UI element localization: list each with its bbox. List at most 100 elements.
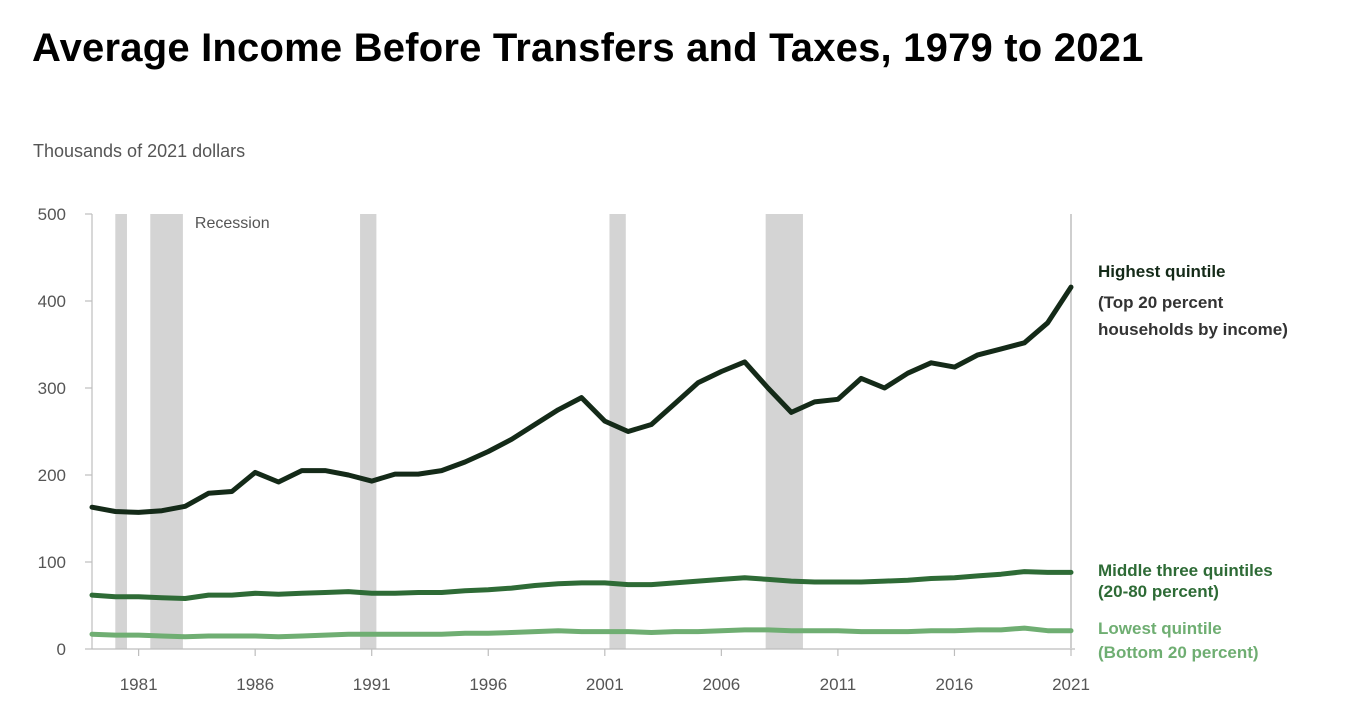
- lowest-quintile-point-2016: [952, 628, 957, 633]
- lowest-quintile-point-1987: [276, 634, 281, 639]
- middle-three-quintiles-label-line-2: (20-80 percent): [1098, 582, 1219, 601]
- lowest-quintile-point-2011: [835, 628, 840, 633]
- recession-band-2: [150, 214, 183, 649]
- middle-three-quintiles-point-2005: [696, 579, 701, 584]
- lowest-quintile-point-2017: [975, 627, 980, 632]
- lowest-quintile-point-1998: [532, 629, 537, 634]
- chart-title: Average Income Before Transfers and Taxe…: [32, 26, 1144, 70]
- series-lines: [89, 284, 1074, 640]
- middle-three-quintiles-point-2007: [742, 575, 747, 580]
- lowest-quintile-point-2020: [1045, 628, 1050, 633]
- middle-three-quintiles-point-1996: [486, 587, 491, 592]
- middle-three-quintiles-point-2003: [649, 582, 654, 587]
- middle-three-quintiles-point-2011: [835, 580, 840, 585]
- highest-quintile-point-2008: [765, 386, 770, 390]
- lowest-quintile-point-1993: [416, 632, 421, 637]
- lowest-quintile-point-2007: [742, 627, 747, 632]
- highest-quintile-label-line-1: Highest quintile: [1098, 262, 1226, 281]
- middle-three-quintiles-point-1991: [369, 591, 374, 596]
- middle-three-quintiles-point-1984: [206, 593, 211, 598]
- middle-three-quintiles-point-2001: [602, 580, 607, 585]
- middle-three-quintiles-point-2006: [719, 577, 724, 582]
- highest-quintile-point-1990: [346, 473, 351, 477]
- highest-quintile-point-2002: [626, 429, 631, 434]
- lowest-quintile-label-line-1: Lowest quintile: [1098, 619, 1222, 638]
- middle-three-quintiles-point-1992: [393, 591, 398, 596]
- highest-quintile-point-2011: [835, 397, 840, 402]
- y-tick-label-400: 400: [38, 292, 66, 311]
- lowest-quintile-point-1996: [486, 631, 491, 636]
- middle-three-quintiles-point-2021: [1069, 570, 1073, 575]
- middle-three-quintiles-point-2000: [579, 580, 584, 585]
- highest-quintile-point-2005: [696, 380, 701, 385]
- highest-quintile-point-2021: [1069, 285, 1073, 290]
- recession-band-5: [765, 214, 803, 649]
- middle-three-quintiles-point-1998: [532, 583, 537, 588]
- lowest-quintile-label-line-2: (Bottom 20 percent): [1098, 643, 1259, 662]
- highest-quintile-point-2014: [905, 371, 910, 376]
- highest-quintile-point-1982: [159, 508, 164, 513]
- middle-three-quintiles-label-line-1: Middle three quintiles: [1098, 561, 1273, 580]
- lowest-quintile-point-1985: [229, 633, 234, 638]
- y-tick-label-500: 500: [38, 205, 66, 224]
- lowest-quintile-point-2012: [859, 629, 864, 634]
- highest-quintile-point-2003: [649, 422, 654, 427]
- lowest-quintile-point-1991: [369, 632, 374, 637]
- highest-quintile-point-1981: [136, 510, 141, 515]
- y-tick-label-100: 100: [38, 553, 66, 572]
- lowest-quintile-point-1982: [159, 633, 164, 638]
- highest-quintile-point-1989: [323, 468, 328, 473]
- lowest-quintile-point-1995: [462, 631, 467, 636]
- middle-three-quintiles-point-1994: [439, 590, 444, 595]
- highest-quintile-point-2000: [579, 395, 584, 400]
- lowest-quintile-point-1990: [346, 632, 351, 637]
- highest-quintile-point-2006: [719, 369, 724, 374]
- highest-quintile-point-1980: [113, 509, 118, 514]
- lowest-quintile-point-2009: [789, 628, 794, 633]
- lowest-quintile-point-2002: [626, 629, 631, 634]
- highest-quintile-point-2004: [672, 401, 677, 406]
- lowest-quintile-point-2004: [672, 629, 677, 634]
- x-tick-label-2006: 2006: [702, 675, 740, 694]
- lowest-quintile-point-2013: [882, 629, 887, 634]
- middle-three-quintiles-point-2018: [999, 572, 1004, 577]
- highest-quintile-point-1994: [439, 468, 444, 473]
- highest-quintile-point-2012: [859, 376, 864, 381]
- middle-three-quintiles-point-1997: [509, 586, 514, 591]
- highest-quintile-point-1999: [556, 407, 561, 412]
- lowest-quintile-point-2000: [579, 629, 584, 634]
- lowest-quintile-point-2019: [1022, 626, 1027, 631]
- lowest-quintile-point-2006: [719, 628, 724, 633]
- highest-quintile-point-1984: [206, 491, 211, 496]
- middle-three-quintiles-point-2010: [812, 580, 817, 585]
- highest-quintile-point-1985: [229, 489, 234, 494]
- x-tick-label-1981: 1981: [120, 675, 158, 694]
- x-tick-label-2001: 2001: [586, 675, 624, 694]
- middle-three-quintiles-point-2013: [882, 579, 887, 584]
- middle-three-quintiles-point-2012: [859, 580, 864, 585]
- middle-three-quintiles-point-2014: [905, 578, 910, 583]
- middle-three-quintiles-point-1985: [229, 593, 234, 598]
- middle-three-quintiles-point-1979: [90, 593, 94, 598]
- highest-quintile-point-1992: [393, 472, 398, 477]
- lowest-quintile-point-1988: [299, 633, 304, 638]
- x-tick-label-1996: 1996: [469, 675, 507, 694]
- y-axis-label: Thousands of 2021 dollars: [33, 141, 246, 161]
- highest-quintile-point-2017: [975, 352, 980, 357]
- middle-three-quintiles-point-1987: [276, 592, 281, 597]
- highest-quintile-point-1997: [509, 437, 514, 442]
- middle-three-quintiles-point-2002: [626, 582, 631, 587]
- middle-three-quintiles-point-2009: [789, 579, 794, 584]
- lowest-quintile-point-2021: [1069, 628, 1073, 633]
- x-tick-label-1991: 1991: [353, 675, 391, 694]
- x-tick-label-1986: 1986: [236, 675, 274, 694]
- lowest-quintile-point-2010: [812, 628, 817, 633]
- lowest-quintile-point-2005: [696, 629, 701, 634]
- highest-quintile-point-1987: [276, 479, 281, 484]
- middle-three-quintiles-point-2004: [672, 580, 677, 585]
- highest-quintile-point-1998: [532, 422, 537, 427]
- recession-band-3: [360, 214, 377, 649]
- y-tick-label-300: 300: [38, 379, 66, 398]
- highest-quintile-point-1988: [299, 468, 304, 473]
